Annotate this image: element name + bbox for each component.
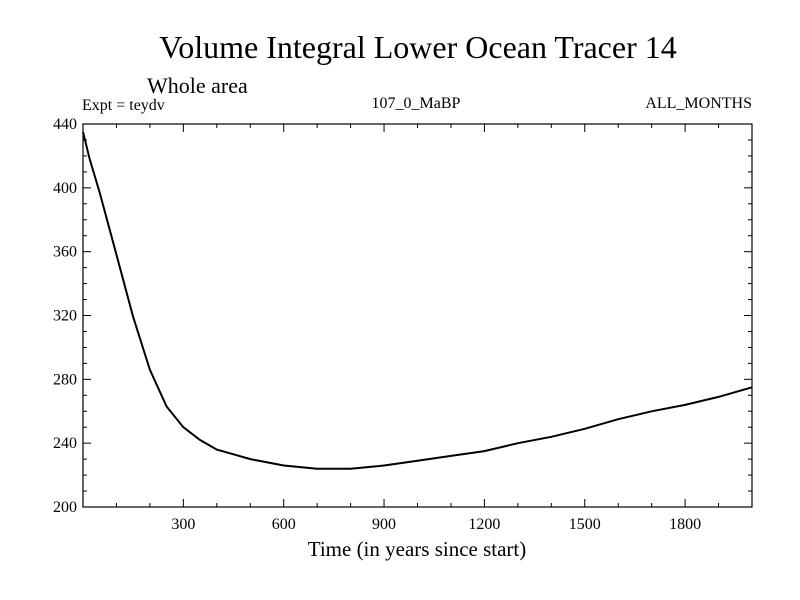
x-tick-label: 900 bbox=[372, 516, 396, 533]
x-tick-label: 1800 bbox=[669, 516, 701, 533]
axis-tick-labels: 300 600 900 1200 1500 1800 200 240 280 320 360 400 4… bbox=[53, 116, 701, 533]
y-tick-label: 240 bbox=[53, 435, 77, 452]
x-tick-label: 1500 bbox=[569, 516, 601, 533]
y-tick-label: 200 bbox=[53, 499, 77, 516]
y-tick-label: 280 bbox=[53, 371, 77, 388]
run-label: 107_0_MaBP bbox=[372, 95, 461, 112]
chart-title: Volume Integral Lower Ocean Tracer 14 bbox=[159, 29, 676, 65]
y-tick-label: 400 bbox=[53, 180, 77, 197]
y-tick-label: 440 bbox=[53, 116, 77, 133]
experiment-label: Expt = teydv bbox=[82, 97, 165, 114]
chart-subtitle: Whole area bbox=[147, 73, 248, 98]
y-tick-label: 320 bbox=[53, 308, 77, 325]
series-line bbox=[82, 131, 753, 470]
x-axis-label: Time (in years since start) bbox=[308, 537, 527, 561]
period-label: ALL_MONTHS bbox=[645, 95, 752, 112]
x-tick-label: 600 bbox=[272, 516, 296, 533]
x-tick-label: 1200 bbox=[468, 516, 500, 533]
plot-frame bbox=[82, 123, 753, 508]
x-tick-label: 300 bbox=[171, 516, 195, 533]
y-tick-label: 360 bbox=[53, 244, 77, 261]
axis-ticks bbox=[83, 124, 752, 507]
